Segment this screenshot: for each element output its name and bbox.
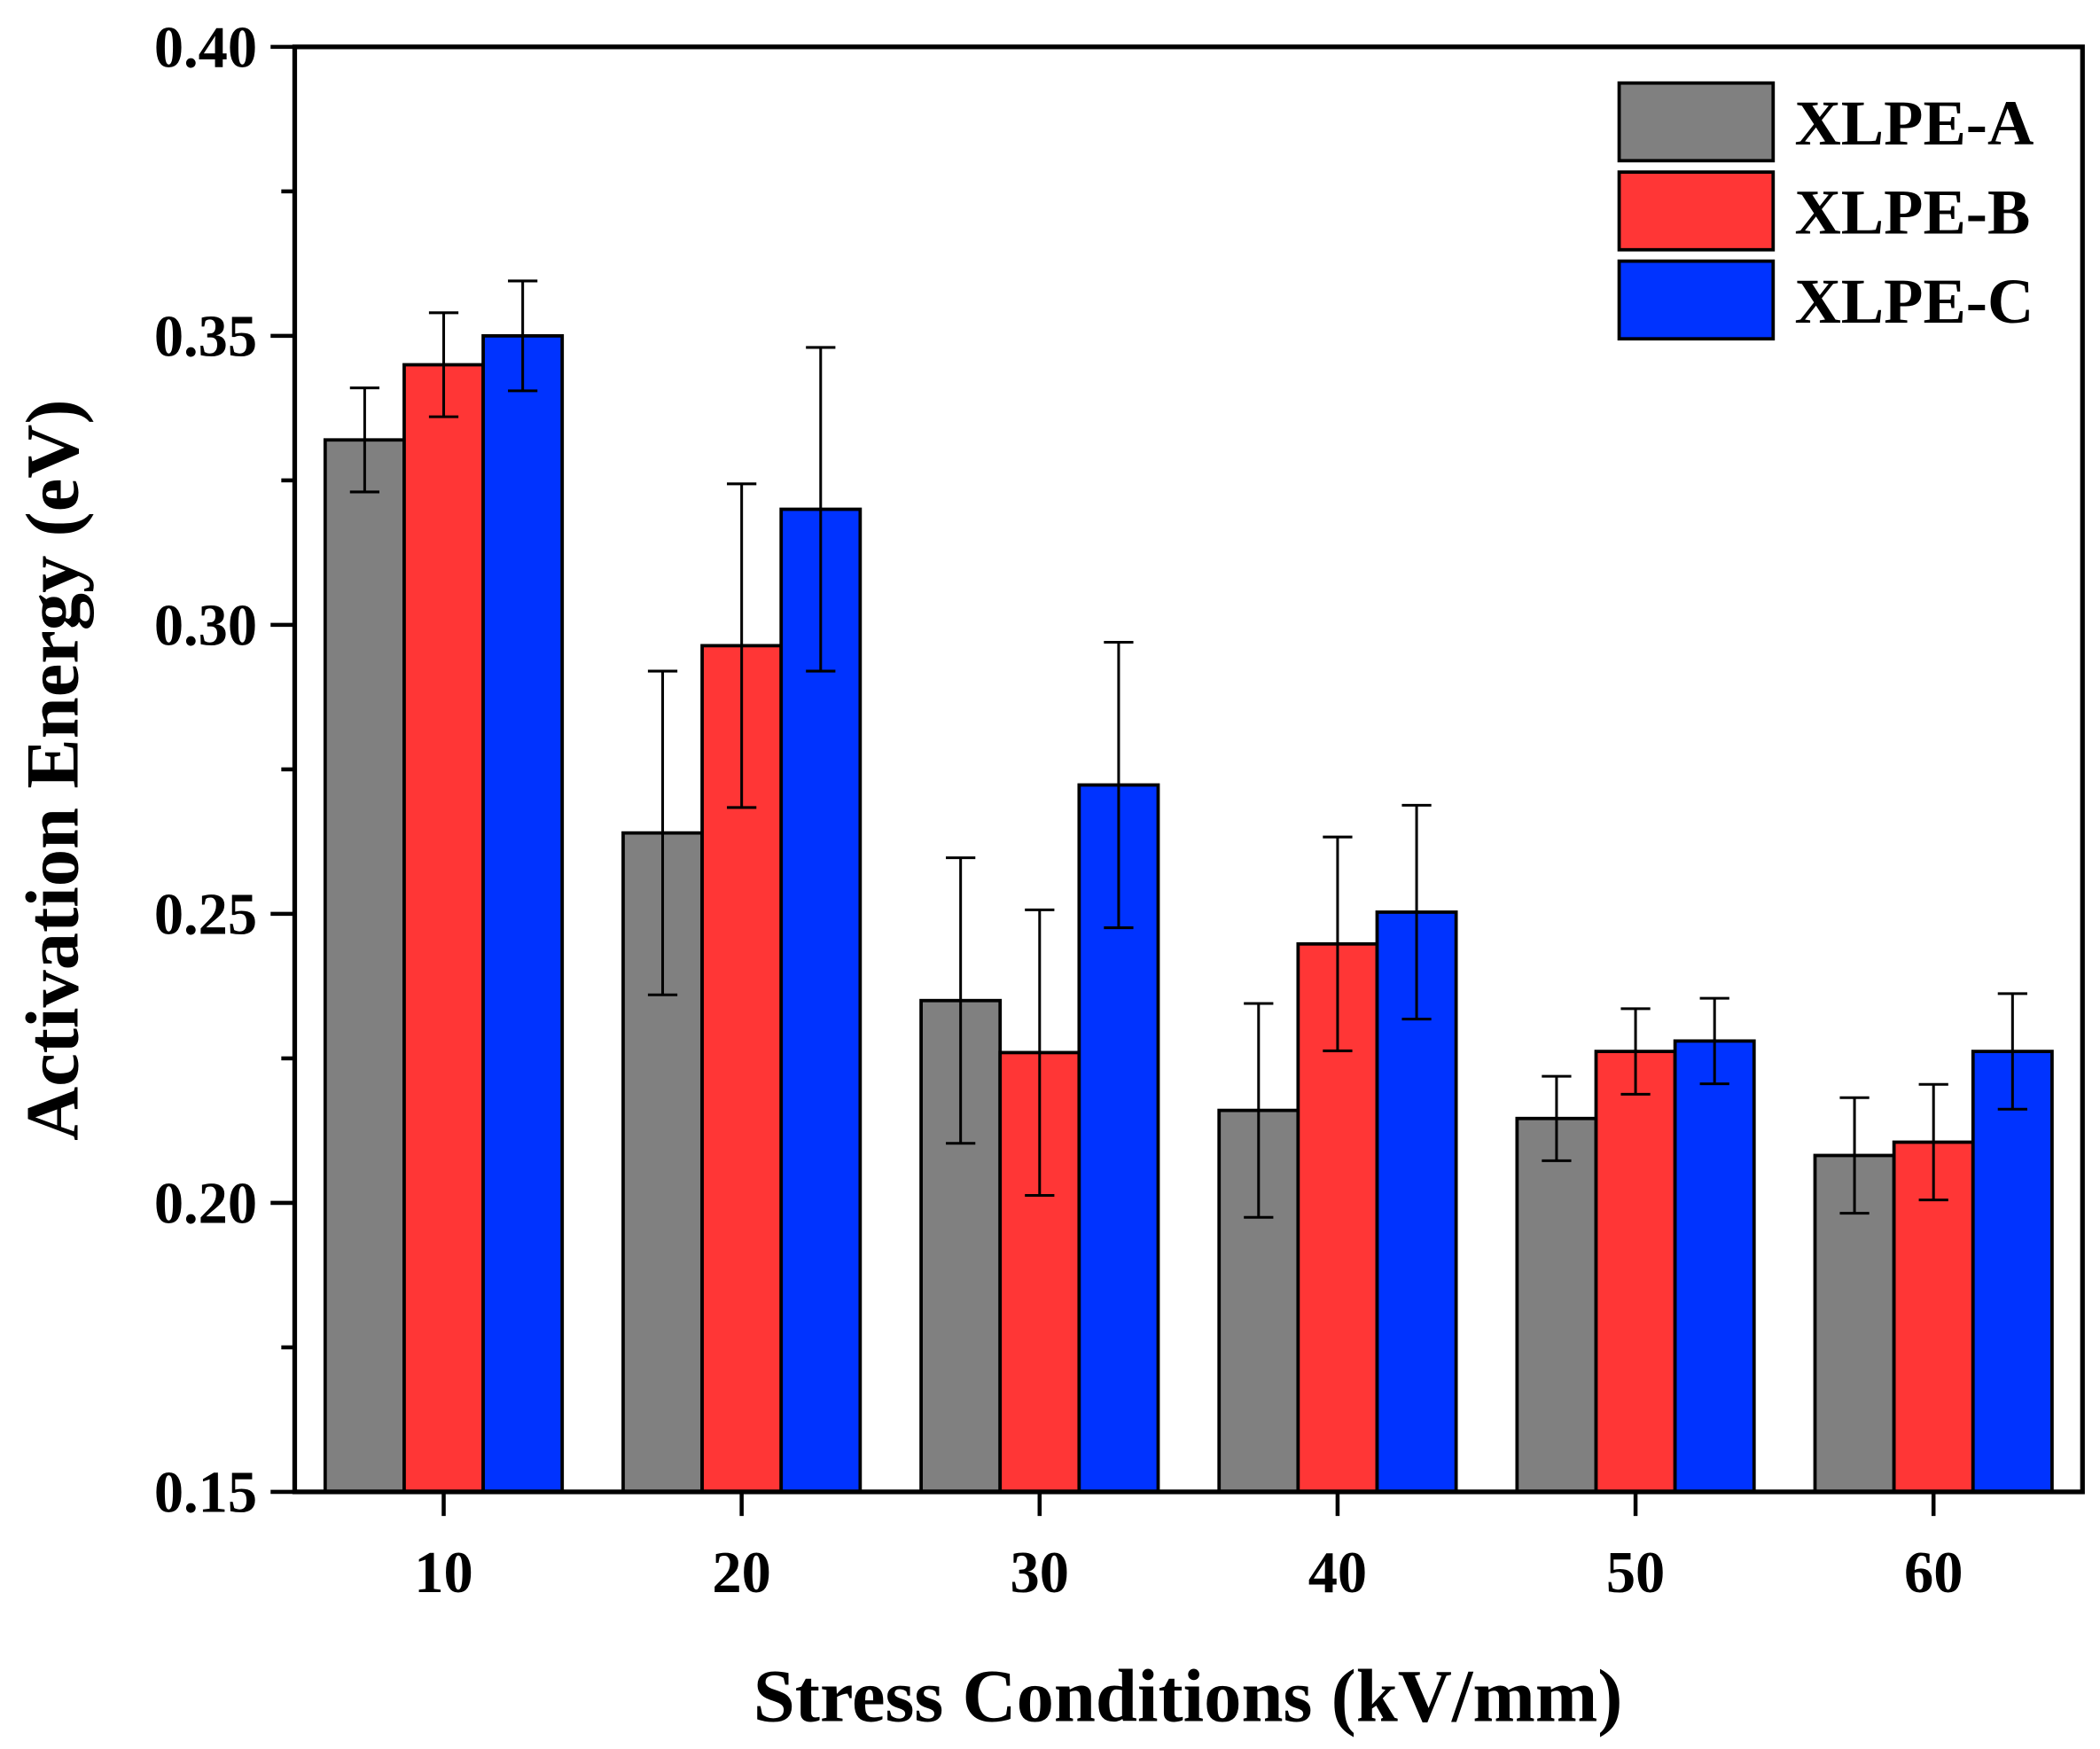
y-tick-label: 0.20 xyxy=(154,1172,257,1237)
bar-xlpe-c-50 xyxy=(1673,1039,1756,1494)
x-tick-label: 10 xyxy=(414,1541,472,1605)
plot-frame xyxy=(292,44,2085,1495)
bar-xlpe-b-50 xyxy=(1594,1050,1677,1494)
bar-xlpe-c-10 xyxy=(481,334,565,1494)
y-tick-label: 0.15 xyxy=(154,1461,257,1526)
x-tick-label: 60 xyxy=(1904,1541,1963,1605)
legend-label: XLPE-C xyxy=(1794,265,2034,337)
bar-xlpe-b-10 xyxy=(402,363,485,1494)
y-tick-label: 0.30 xyxy=(154,594,257,659)
y-tick-label: 0.25 xyxy=(154,883,257,948)
axes-layer: 10 20 30 40 50 60 0.15 0.20 0.25 0.30 0.35 0.40 xyxy=(154,16,2085,1605)
x-tick-label: 20 xyxy=(712,1541,770,1605)
bar-xlpe-c-60 xyxy=(1971,1050,2054,1494)
bar-xlpe-a-10 xyxy=(323,438,406,1494)
x-tick-label: 40 xyxy=(1308,1541,1367,1605)
legend: XLPE-A XLPE-B XLPE-C xyxy=(1617,81,2034,341)
bar-xlpe-c-20 xyxy=(779,507,863,1494)
legend-swatch-xlpe-b xyxy=(1617,170,1776,252)
x-tick-label: 30 xyxy=(1011,1541,1069,1605)
x-tick-label: 50 xyxy=(1606,1541,1665,1605)
legend-swatch-xlpe-c xyxy=(1617,259,1776,341)
y-tick-label: 0.40 xyxy=(154,16,257,81)
y-tick-label: 0.35 xyxy=(154,305,257,370)
legend-label: XLPE-A xyxy=(1794,87,2034,159)
bars-layer xyxy=(323,279,2054,1494)
legend-label: XLPE-B xyxy=(1794,176,2030,248)
legend-swatch-xlpe-a xyxy=(1617,81,1776,163)
bar-xlpe-a-50 xyxy=(1515,1116,1598,1494)
x-axis-label: Stress Conditions (kV/mm) xyxy=(753,1655,1623,1737)
y-axis-label: Activation Energy (eV) xyxy=(12,399,95,1140)
